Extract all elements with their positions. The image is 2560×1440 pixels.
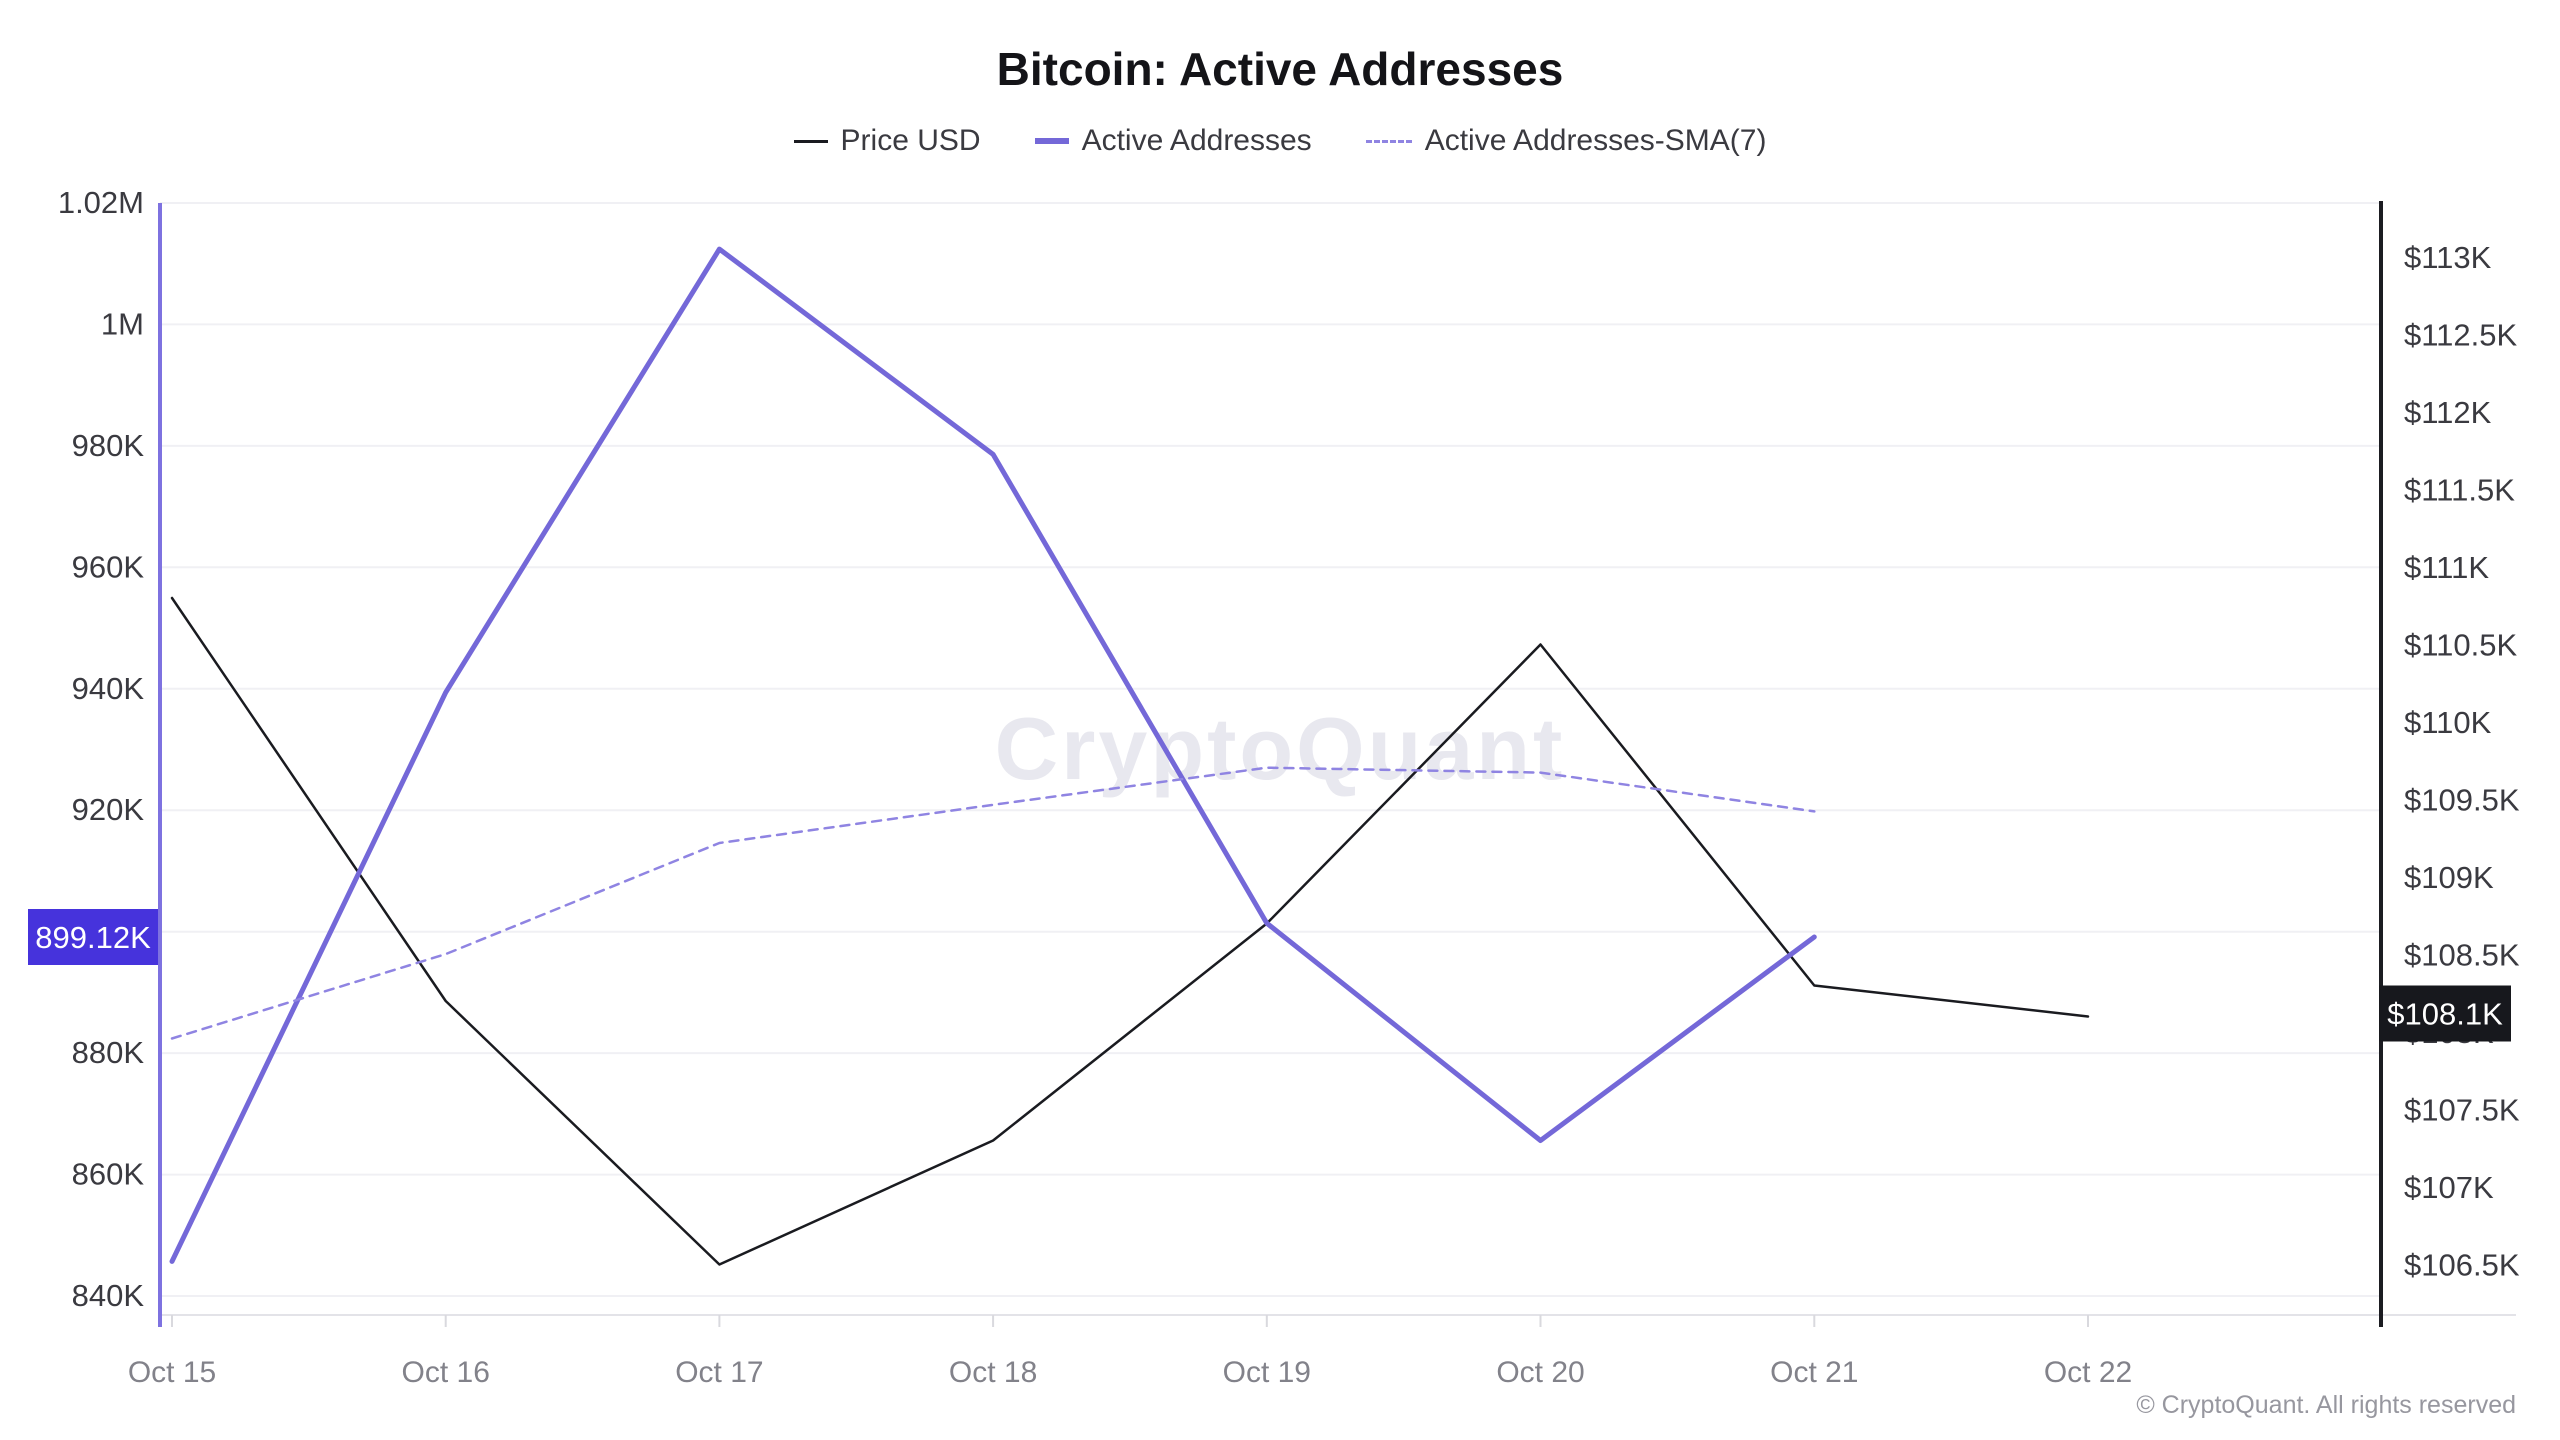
cryptoquant-watermark: CryptoQuant — [994, 699, 1566, 798]
left-axis-label: 960K — [72, 549, 145, 584]
legend-label-active-addresses: Active Addresses — [1081, 124, 1312, 157]
series-line-price-usd[interactable] — [170, 596, 2090, 1266]
left-axis-label: 940K — [72, 671, 145, 706]
x-axis-label: Oct 16 — [402, 1356, 490, 1389]
x-axis-label: Oct 21 — [1770, 1356, 1858, 1389]
legend-item-active-addresses[interactable]: Active Addresses — [1034, 124, 1312, 158]
right-axis-label: $107K — [2404, 1170, 2494, 1205]
right-axis-label: $109.5K — [2404, 783, 2520, 818]
left-axis-label: 980K — [72, 428, 145, 463]
chart-legend: Price USD Active Addresses Active Addres… — [0, 124, 2560, 158]
sma-dashed-line-swatch-icon — [1365, 139, 1412, 143]
left-axis-label: 1M — [101, 306, 144, 341]
copyright-notice: © CryptoQuant. All rights reserved — [2136, 1391, 2516, 1419]
left-axis-label: 880K — [72, 1035, 145, 1070]
right-axis-label: $107.5K — [2404, 1093, 2520, 1128]
right-axis-label: $113K — [2404, 240, 2492, 275]
right-axis-badge-value: $108.1K — [2387, 997, 2503, 1032]
x-axis-label: Oct 17 — [675, 1356, 763, 1389]
right-axis-label: $111.5K — [2404, 473, 2515, 508]
series-line-active-addresses-sma-7-[interactable] — [170, 766, 1816, 1040]
right-axis-label: $108.5K — [2404, 938, 2520, 973]
legend-item-price-usd[interactable]: Price USD — [793, 124, 981, 158]
legend-label-price-usd: Price USD — [840, 124, 981, 157]
right-axis-label: $106.5K — [2404, 1248, 2520, 1283]
x-axis-label: Oct 18 — [949, 1356, 1037, 1389]
left-axis-label: 840K — [72, 1278, 145, 1313]
chart-title: Bitcoin: Active Addresses — [996, 43, 1564, 95]
right-axis-label: $110K — [2404, 705, 2492, 740]
series-line-active-addresses[interactable] — [169, 246, 1817, 1264]
x-axis-label: Oct 22 — [2044, 1356, 2132, 1389]
right-axis-label: $109K — [2404, 860, 2494, 895]
left-axis-label: 920K — [72, 792, 145, 827]
left-axis-badge-value: 899.12K — [35, 920, 151, 955]
right-axis-label: $110.5K — [2404, 628, 2518, 663]
x-axis-label: Oct 20 — [1496, 1356, 1584, 1389]
left-axis-label: 860K — [72, 1157, 145, 1192]
right-axis-label: $112.5K — [2404, 318, 2518, 353]
right-axis-label: $112K — [2404, 395, 2492, 430]
legend-item-active-addresses-sma[interactable]: Active Addresses-SMA(7) — [1365, 124, 1767, 158]
x-axis-label: Oct 19 — [1223, 1356, 1311, 1389]
price-usd-line-swatch-icon — [793, 139, 828, 143]
right-axis-label: $111K — [2404, 550, 2489, 585]
active-addresses-line-swatch-icon — [1034, 138, 1069, 144]
left-axis-label: 1.02M — [58, 185, 144, 220]
x-axis-label: Oct 15 — [128, 1356, 216, 1389]
legend-label-active-addresses-sma: Active Addresses-SMA(7) — [1424, 124, 1767, 157]
left-axis-badge — [28, 909, 158, 965]
right-axis-badge — [2379, 985, 2511, 1042]
